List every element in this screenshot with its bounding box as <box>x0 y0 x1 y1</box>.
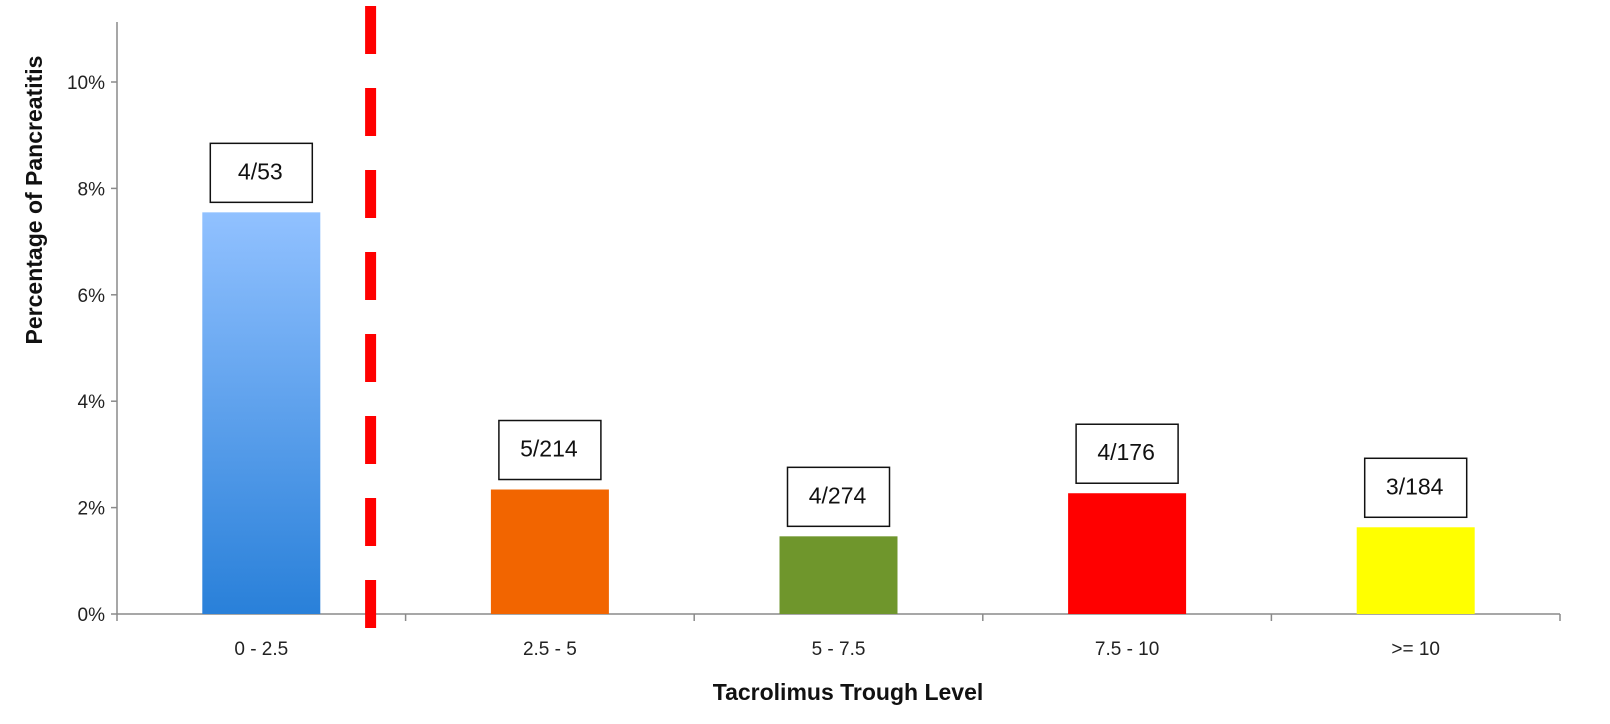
y-axis-title: Percentage of Pancreatitis <box>21 56 47 345</box>
x-tick-label: >= 10 <box>1391 639 1440 660</box>
y-tick-label: 0% <box>78 605 106 626</box>
bar <box>202 212 321 614</box>
bar <box>779 536 898 614</box>
data-label: 4/53 <box>238 158 283 184</box>
data-label: 4/274 <box>809 482 867 508</box>
x-tick-label: 2.5 - 5 <box>523 639 577 660</box>
data-label-box <box>1075 423 1179 484</box>
data-label-box <box>1363 457 1468 519</box>
x-axis-title: Tacrolimus Trough Level <box>713 679 984 705</box>
data-label-box <box>209 142 314 204</box>
y-tick-label: 4% <box>78 392 106 413</box>
x-tick-label: 0 - 2.5 <box>234 639 288 660</box>
y-tick-label: 10% <box>67 73 105 94</box>
data-label-box <box>786 466 891 528</box>
y-tick-label: 6% <box>78 286 106 307</box>
bar <box>490 489 609 614</box>
y-tick-label: 8% <box>78 179 106 200</box>
data-label: 3/184 <box>1386 473 1444 499</box>
x-tick-label: 7.5 - 10 <box>1095 639 1159 660</box>
x-tick-label: 5 - 7.5 <box>812 639 866 660</box>
data-label-box <box>498 419 602 481</box>
bar <box>1356 527 1475 614</box>
data-label: 5/214 <box>520 436 578 462</box>
data-label: 4/176 <box>1097 439 1155 465</box>
bar <box>1068 493 1187 614</box>
y-tick-label: 2% <box>78 499 106 520</box>
